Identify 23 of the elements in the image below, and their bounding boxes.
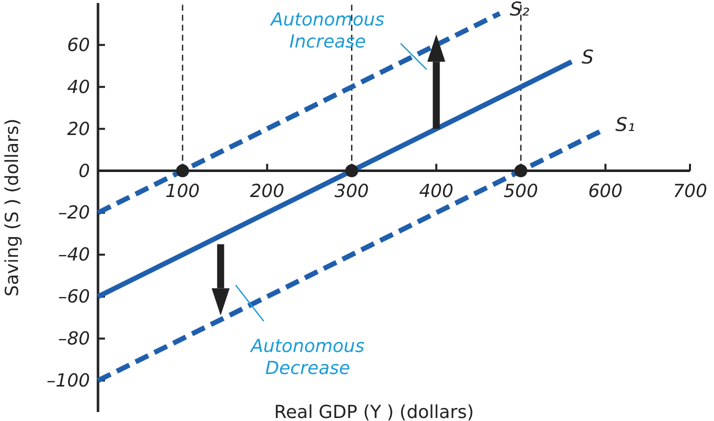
y-tick-label: –100 — [46, 370, 90, 392]
y-tick-label: –80 — [58, 328, 90, 350]
x-tick-label: 500 — [504, 180, 538, 202]
annotation: Autonomous Increase — [270, 9, 384, 52]
y-tick-label: 20 — [67, 118, 90, 140]
y-axis-title: Saving (S ) (dollars) — [2, 118, 23, 296]
y-tick-label: –20 — [58, 202, 90, 224]
x-tick-label: 700 — [672, 180, 708, 202]
series-label: S₂ — [510, 0, 530, 20]
x-tick-label: 400 — [419, 180, 454, 202]
x-tick-label: 100 — [165, 180, 200, 202]
series-label: S — [582, 46, 594, 69]
y-tick-label: 0 — [78, 160, 90, 182]
series-label: S₁ — [615, 114, 636, 136]
y-tick-label: –60 — [58, 286, 90, 308]
y-tick-label: 40 — [67, 76, 90, 98]
annotation: Autonomous Decrease — [250, 336, 364, 380]
x-axis-title: Real GDP (Y ) (dollars) — [274, 402, 474, 421]
y-tick-label: –40 — [58, 244, 90, 266]
y-tick-label: 60 — [67, 34, 90, 56]
x-tick-label: 300 — [334, 180, 369, 202]
x-tick-label: 600 — [588, 180, 623, 202]
x-tick-label: 200 — [250, 180, 284, 202]
